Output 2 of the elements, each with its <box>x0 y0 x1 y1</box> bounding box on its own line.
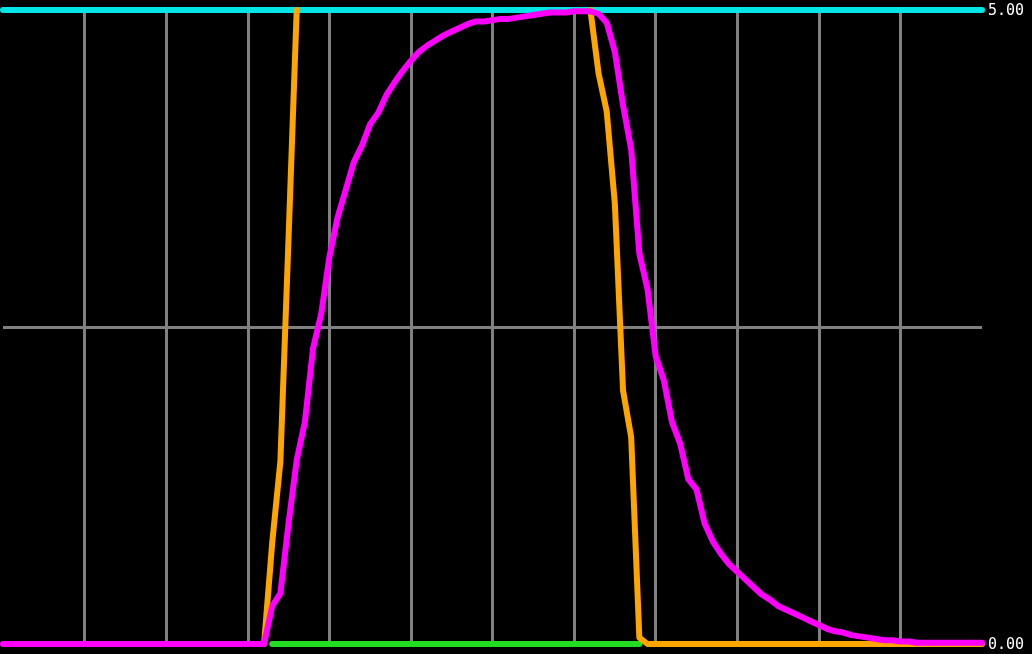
y-tick-label: 5.00 <box>988 1 1025 19</box>
y-tick-label: 0.00 <box>988 635 1025 653</box>
